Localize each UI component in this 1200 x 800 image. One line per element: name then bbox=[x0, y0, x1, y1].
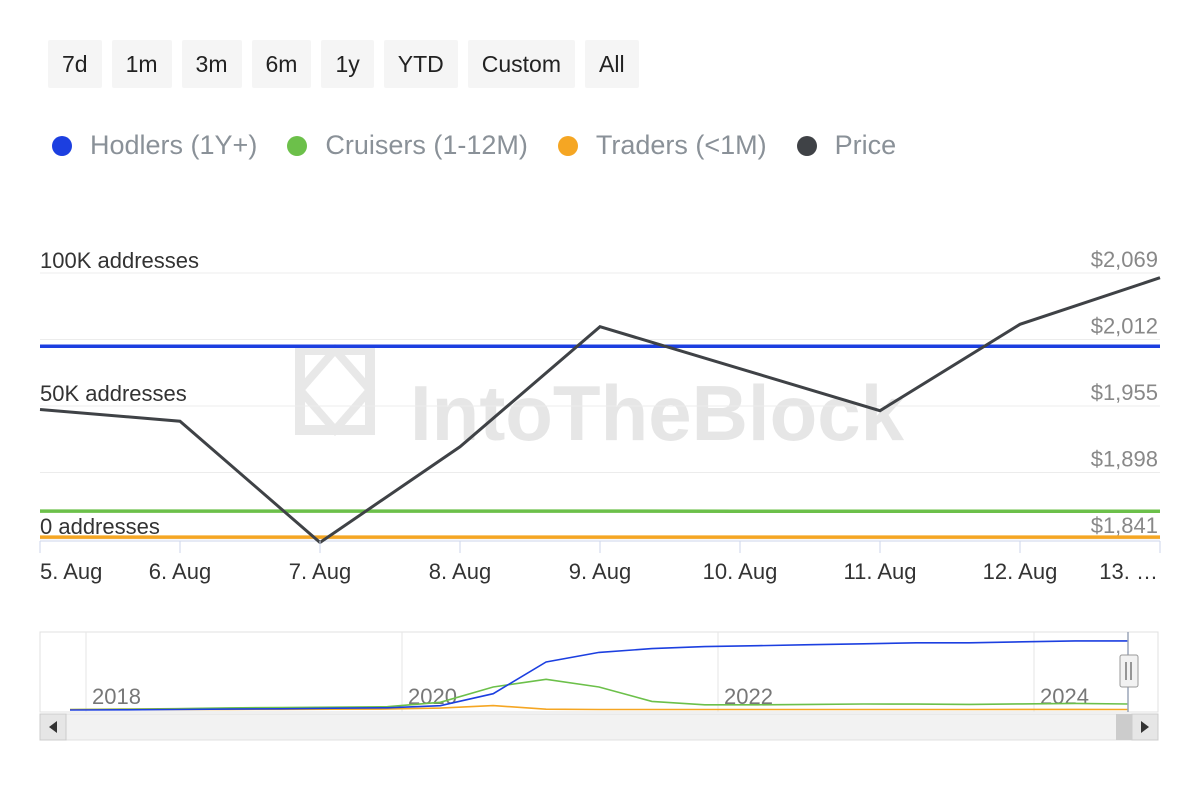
main-chart: IntoTheBlock 0 addresses 50K addresses 100K… bbox=[39, 247, 1161, 584]
series-line-3 bbox=[39, 276, 1161, 545]
y-right-tick-label: $1,955 bbox=[1091, 380, 1158, 405]
x-tick-label: 11. Aug bbox=[844, 559, 917, 584]
x-tick-label: 12. Aug bbox=[983, 559, 1058, 584]
range-button-custom[interactable]: Custom bbox=[467, 40, 575, 88]
range-button-6m[interactable]: 6m bbox=[251, 40, 312, 88]
y-right-tick-label: $2,069 bbox=[1091, 247, 1158, 272]
y-left-tick-label: 0 addresses bbox=[40, 514, 160, 539]
navigator-year-label: 2018 bbox=[92, 684, 141, 709]
legend-dot-icon bbox=[287, 135, 308, 156]
navigator-year-label: 2024 bbox=[1040, 684, 1089, 709]
navigator-frame bbox=[39, 631, 1159, 713]
range-button-ytd[interactable]: YTD bbox=[383, 40, 458, 88]
x-tick-label: 6. Aug bbox=[149, 559, 211, 584]
watermark-logo-icon bbox=[295, 345, 375, 435]
x-tick-label: 13. … bbox=[1099, 559, 1158, 584]
x-tick-label: 5. Aug bbox=[40, 559, 102, 584]
x-tick-label: 10. Aug bbox=[703, 559, 778, 584]
navigator-cruisers-line bbox=[69, 678, 1129, 711]
scrollbar-thumb[interactable] bbox=[1116, 714, 1132, 740]
y-left-tick-label: 100K addresses bbox=[40, 248, 199, 273]
y-right-tick-label: $1,841 bbox=[1091, 513, 1158, 538]
range-button-7d[interactable]: 7d bbox=[48, 40, 102, 88]
x-tick-label: 9. Aug bbox=[569, 559, 631, 584]
range-button-all[interactable]: All bbox=[585, 40, 639, 88]
legend-dot-icon bbox=[796, 135, 817, 156]
watermark-logo-icon bbox=[294, 343, 376, 437]
scrollbar-track[interactable] bbox=[39, 713, 1159, 741]
navigator-hodlers-line bbox=[69, 640, 1128, 711]
legend: Hodlers (1Y+) Cruisers (1-12M) Traders (<1… bbox=[52, 130, 896, 161]
navigator[interactable]: 2018 2020 2022 2024 bbox=[0, 620, 1200, 750]
arrow-left-icon bbox=[49, 721, 57, 733]
watermark: IntoTheBlock bbox=[294, 343, 905, 457]
watermark-text: IntoTheBlock bbox=[410, 369, 905, 457]
legend-item-2[interactable]: Traders (<1M) bbox=[557, 130, 767, 161]
x-tick-label: 7. Aug bbox=[289, 559, 351, 584]
legend-label: Cruisers (1-12M) bbox=[325, 130, 528, 160]
range-button-1y[interactable]: 1y bbox=[321, 40, 374, 88]
legend-label: Traders (<1M) bbox=[595, 130, 767, 160]
arrow-right-icon bbox=[1141, 721, 1149, 733]
legend-dot-icon bbox=[52, 135, 72, 156]
navigator-handle[interactable] bbox=[1119, 654, 1139, 688]
legend-label: Price bbox=[834, 130, 897, 160]
legend-label: Hodlers (1Y+) bbox=[90, 130, 258, 160]
legend-item-1[interactable]: Cruisers (1-12M) bbox=[287, 130, 528, 161]
legend-item-3[interactable]: Price bbox=[796, 130, 897, 161]
x-tick-label: 8. Aug bbox=[429, 559, 491, 584]
range-button-3m[interactable]: 3m bbox=[181, 40, 242, 88]
y-right-tick-label: $2,012 bbox=[1091, 314, 1158, 339]
y-right-tick-label: $1,898 bbox=[1091, 447, 1158, 472]
range-button-1m[interactable]: 1m bbox=[111, 40, 172, 88]
legend-dot-icon bbox=[557, 135, 578, 156]
y-left-tick-label: 50K addresses bbox=[40, 381, 187, 406]
legend-item-0[interactable]: Hodlers (1Y+) bbox=[52, 130, 257, 161]
range-selector: 7d 1m 3m 6m 1y YTD Custom All bbox=[48, 40, 639, 88]
